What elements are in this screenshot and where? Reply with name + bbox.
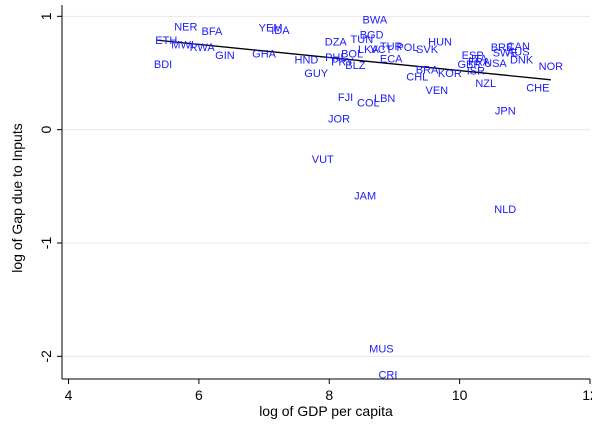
point-label-gbr: GBR (457, 59, 481, 71)
y-tick-label--1: -1 (38, 237, 54, 250)
point-label-ita: ITA (471, 53, 488, 65)
grid-lines (62, 15, 590, 357)
x-tick-label-10: 10 (452, 387, 468, 403)
point-label-nzl: NZL (475, 78, 496, 90)
point-label-bra: BRA (416, 65, 439, 77)
axes (61, 5, 590, 380)
point-label-vut: VUT (312, 154, 334, 166)
y-axis-title: log of Gap due to Inputs (9, 123, 25, 272)
y-tick-label--2: -2 (38, 350, 54, 363)
fit-line-group (156, 39, 551, 81)
point-label-ven: VEN (426, 85, 449, 97)
x-tick-label-8: 8 (325, 387, 333, 403)
point-label-lbn: LBN (374, 93, 395, 105)
x-tick-label-6: 6 (195, 387, 203, 403)
point-label-cri: CRI (378, 369, 397, 381)
point-label-ner: NER (174, 22, 197, 34)
point-label-che: CHE (526, 83, 549, 95)
x-tick-label-12: 12 (582, 387, 592, 403)
point-label-eca: ECA (380, 53, 403, 65)
point-label-col: COL (357, 97, 380, 109)
x-tick-label-4: 4 (65, 387, 73, 403)
point-label-rwa: RWA (190, 42, 216, 54)
point-label-chl: CHL (406, 71, 428, 83)
point-label-brb: BRB (491, 42, 514, 54)
point-label-kor: KOR (438, 68, 462, 80)
fit-line (156, 39, 551, 81)
point-label-phl: PHL (325, 52, 346, 64)
point-label-guy: GUY (304, 68, 329, 80)
point-label-jam: JAM (354, 190, 376, 202)
point-label-jor: JOR (328, 113, 350, 125)
point-label-bgd: BGD (360, 29, 384, 41)
point-label-isr: ISR (467, 66, 485, 78)
point-label-jpn: JPN (495, 105, 516, 117)
x-axis-title: log of GDP per capita (259, 403, 393, 419)
point-label-tun: TUN (351, 34, 374, 46)
point-label-swe: SWE (493, 48, 518, 60)
point-label-hun: HUN (428, 36, 452, 48)
point-label-fji: FJI (338, 92, 353, 104)
point-label-fra: FRA (468, 57, 491, 69)
point-label-pry: PRY (331, 57, 354, 69)
point-label-dnk: DNK (510, 54, 534, 66)
point-label-ida: IDA (271, 25, 290, 37)
point-label-gin: GIN (215, 50, 235, 62)
point-label-tur: TUR (380, 41, 403, 53)
point-label-bwa: BWA (363, 15, 388, 27)
point-label-dza: DZA (325, 36, 348, 48)
point-label-hnd: HND (295, 54, 319, 66)
point-label-nld: NLD (494, 204, 516, 216)
point-label-lka: LKA (358, 44, 379, 56)
point-label-aus: AUS (507, 46, 530, 58)
point-label-bdi: BDI (154, 59, 172, 71)
point-label-mus: MUS (369, 343, 393, 355)
point-label-vct: VCT (370, 44, 392, 56)
point-label-bfa: BFA (202, 26, 223, 38)
y-tick-label-0: 0 (38, 126, 54, 134)
y-tick-label-1: 1 (38, 12, 54, 20)
point-label-blz: BLZ (345, 60, 365, 72)
point-label-can: CAN (507, 41, 530, 53)
point-label-yem: YEM (259, 23, 283, 35)
point-label-usa: USA (484, 58, 507, 70)
point-label-bol: BOL (341, 49, 363, 61)
point-label-svk: SVK (416, 44, 439, 56)
point-label-gha: GHA (252, 49, 277, 61)
point-label-mwi: MWI (171, 40, 194, 52)
point-label-esp: ESP (462, 50, 484, 62)
point-label-pol: POL (396, 42, 418, 54)
point-label-eth: ETH (155, 35, 177, 47)
axis-ticks: 4 6 8 10 12 -2 -1 0 1 (38, 12, 592, 403)
point-label-nor: NOR (539, 61, 564, 73)
